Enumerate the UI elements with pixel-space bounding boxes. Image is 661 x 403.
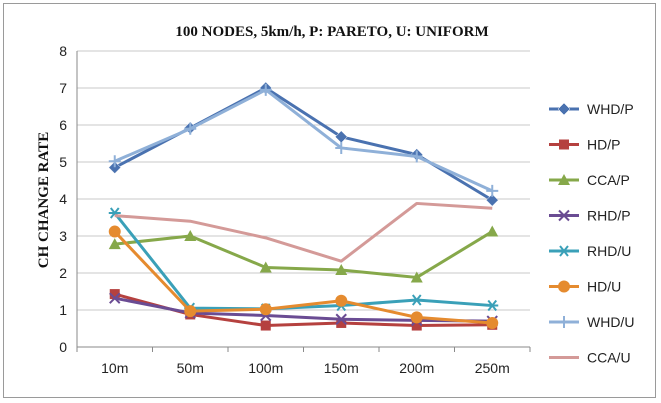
data-point-rhd-p	[109, 292, 121, 304]
legend-marker-rhd-p	[558, 209, 570, 222]
series-line-rhd-p	[114, 296, 493, 323]
data-point-rhd-p	[335, 313, 347, 325]
legend-marker-rhd-u	[558, 245, 570, 257]
data-point-whd-u	[259, 83, 272, 96]
x-tick-label: 200m	[399, 360, 434, 376]
data-point-hd-u	[108, 225, 121, 238]
y-tick-label: 5	[59, 154, 67, 170]
series-line-rhd-u	[113, 212, 493, 311]
series-line-cca-u	[114, 201, 493, 263]
data-point-cca-p	[410, 271, 423, 283]
legend-label-cca-p: CCA/P	[587, 172, 630, 188]
data-point-whd-p	[108, 161, 122, 174]
y-tick-label: 2	[59, 265, 67, 281]
data-point-whd-u	[108, 155, 121, 168]
data-point-hd-p	[411, 320, 422, 331]
legend-marker-hd-u	[558, 280, 570, 293]
y-tick-label: 6	[59, 117, 67, 133]
data-point-hd-p	[336, 317, 347, 328]
legend: WHD/P HD/P CCA/P RHD/P RHD/U HD/U WHD/U CCA/U	[549, 101, 634, 366]
x-tick-label: 10m	[101, 360, 128, 376]
data-point-hd-u	[259, 303, 272, 316]
y-tick-label: 4	[59, 191, 67, 207]
legend-marker-whd-p	[557, 102, 571, 116]
data-point-hd-u	[184, 305, 197, 318]
data-point-cca-p	[335, 264, 348, 276]
chart-title: 100 NODES, 5km/h, P: PARETO, U: UNIFORM	[175, 24, 488, 40]
legend-label-rhd-p: RHD/P	[587, 208, 631, 224]
data-point-cca-p	[184, 230, 197, 241]
series-line-whd-p	[114, 86, 494, 202]
line-chart: 100 NODES, 5km/h, P: PARETO, U: UNIFORM …	[36, 24, 634, 376]
data-point-whd-p	[485, 193, 499, 207]
series-line-whd-u	[114, 88, 493, 193]
chart-frame: 100 NODES, 5km/h, P: PARETO, U: UNIFORM …	[3, 3, 656, 398]
y-tick-label: 1	[59, 302, 67, 318]
data-point-whd-u	[335, 141, 348, 154]
x-tick-label: 100m	[248, 360, 283, 376]
data-point-rhd-u	[486, 299, 499, 312]
data-point-cca-p	[259, 261, 272, 273]
series-line-cca-p	[114, 230, 494, 279]
data-point-whd-u	[486, 184, 499, 197]
legend-label-whd-p: WHD/P	[587, 101, 634, 117]
data-point-hd-p	[260, 320, 271, 331]
legend-marker-cca-p	[558, 174, 570, 185]
data-point-rhd-u	[410, 294, 423, 306]
legend-label-whd-u: WHD/U	[587, 314, 634, 330]
data-point-hd-u	[486, 316, 499, 329]
data-point-whd-u	[184, 122, 197, 135]
y-axis-label: CH CHANGE RATE	[36, 132, 52, 268]
legend-marker-whd-u	[558, 316, 570, 328]
x-tick-label: 150m	[324, 360, 359, 376]
data-point-hd-p	[109, 289, 120, 300]
x-tick-label: 250m	[475, 360, 510, 376]
data-point-whd-u	[410, 150, 423, 163]
plot-area: 0 1 2 3 4 5 6 7 8 10m 50m 100m 150m 200m 250m	[59, 43, 531, 376]
data-point-cca-p	[108, 238, 121, 250]
data-point-cca-p	[486, 225, 499, 237]
legend-label-hd-p: HD/P	[587, 137, 620, 153]
series-line-hd-u	[113, 230, 493, 325]
data-point-hd-u	[335, 294, 348, 307]
data-point-hd-u	[410, 311, 423, 324]
legend-marker-hd-p	[559, 139, 569, 150]
x-tick-label: 50m	[177, 360, 204, 376]
legend-label-hd-u: HD/U	[587, 279, 621, 295]
y-tick-label: 8	[59, 43, 67, 59]
legend-label-cca-u: CCA/U	[587, 350, 631, 366]
y-tick-label: 0	[59, 339, 67, 355]
y-tick-label: 7	[59, 80, 67, 96]
legend-label-rhd-u: RHD/U	[587, 243, 631, 259]
y-tick-label: 3	[59, 228, 67, 244]
